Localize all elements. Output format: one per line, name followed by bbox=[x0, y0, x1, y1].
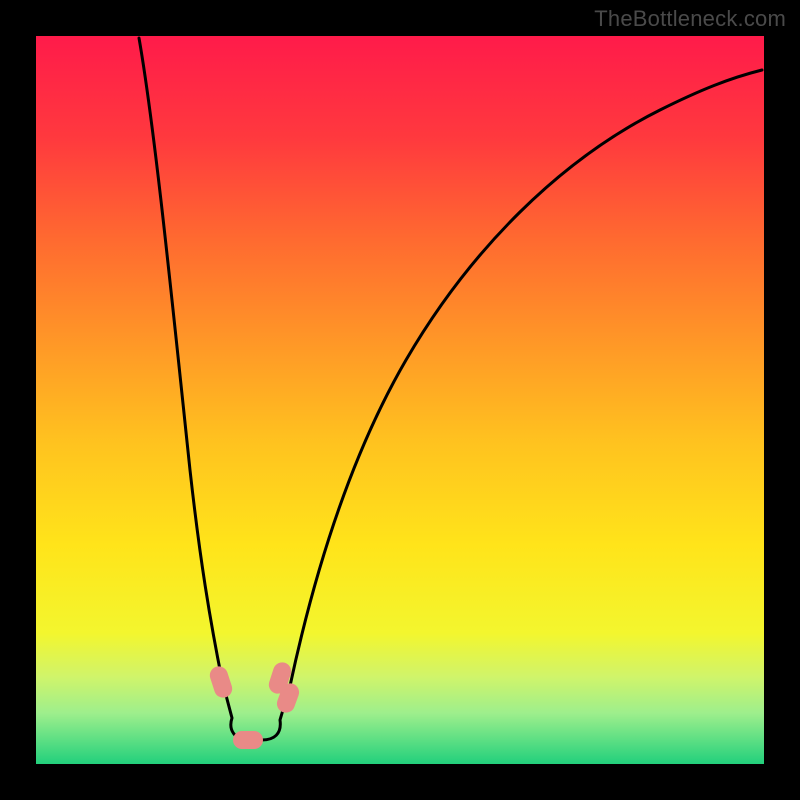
marker-capsule-1 bbox=[234, 732, 262, 748]
watermark-text: TheBottleneck.com bbox=[594, 6, 786, 32]
marker-capsule-0 bbox=[209, 665, 233, 698]
chart-container: TheBottleneck.com bbox=[0, 0, 800, 800]
bottleneck-curve bbox=[139, 38, 762, 740]
curve-overlay bbox=[0, 0, 800, 800]
